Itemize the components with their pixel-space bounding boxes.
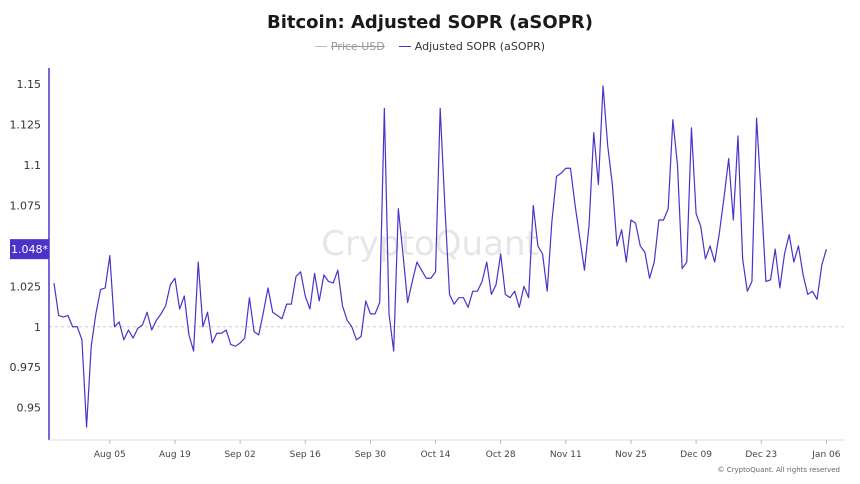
legend-label-asopr: Adjusted SOPR (aSOPR) — [414, 40, 546, 53]
current-value-badge — [10, 239, 49, 260]
x-tick-label: Nov 11 — [550, 450, 582, 460]
x-tick-label: Jan 06 — [811, 450, 840, 460]
x-tick-label: Dec 23 — [745, 450, 777, 460]
x-tick-label: Sep 30 — [355, 450, 387, 460]
y-tick-label: 1.075 — [10, 199, 42, 212]
y-tick-label: 1 — [34, 321, 41, 334]
current-value-label: 1.048* — [11, 243, 48, 256]
chart-title: Bitcoin: Adjusted SOPR (aSOPR) — [267, 12, 593, 33]
y-tick-label: 0.95 — [17, 402, 42, 415]
y-tick-label: 1.1 — [24, 159, 42, 172]
legend-swatch-asopr-icon — [398, 46, 411, 47]
legend-item-asopr[interactable]: Adjusted SOPR (aSOPR) — [398, 40, 546, 53]
x-tick-label: Aug 19 — [159, 450, 191, 460]
x-tick-label: Oct 28 — [486, 450, 516, 460]
y-tick-label: 1.025 — [10, 280, 42, 293]
y-tick-label: 1.15 — [17, 78, 42, 91]
legend: Price USD Adjusted SOPR (aSOPR) — [0, 40, 860, 53]
legend-label-price: Price USD — [330, 40, 385, 53]
x-tick-label: Sep 02 — [224, 450, 255, 460]
x-tick-label: Sep 16 — [290, 450, 322, 460]
x-tick-label: Aug 05 — [94, 450, 126, 460]
y-tick-label: 0.975 — [10, 361, 42, 374]
copyright-footer: © CryptoQuant. All rights reserved — [717, 466, 840, 474]
x-tick-label: Oct 14 — [421, 450, 451, 460]
y-tick-label: 1.125 — [10, 119, 42, 132]
legend-item-price-usd[interactable]: Price USD — [314, 40, 385, 53]
x-tick-label: Dec 09 — [680, 450, 712, 460]
x-tick-label: Nov 25 — [615, 450, 647, 460]
series-line-asopr[interactable] — [53, 85, 827, 428]
watermark-text: CryptoQuant — [321, 224, 539, 264]
legend-swatch-price-icon — [314, 46, 327, 47]
